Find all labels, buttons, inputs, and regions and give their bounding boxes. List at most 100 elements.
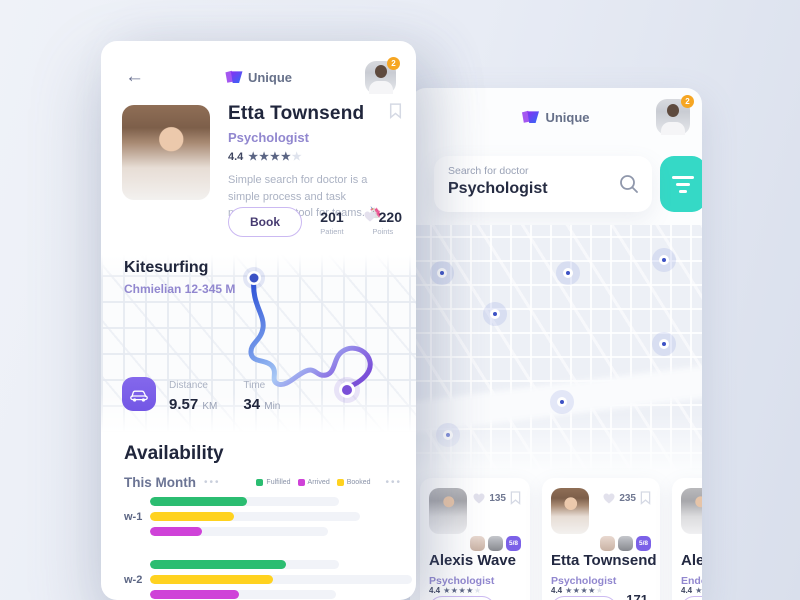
profile-info: Etta Townsend Psychologist 4.4 ★★★★★ Sim… xyxy=(228,103,402,222)
heart-icon xyxy=(473,493,485,503)
legend-item: Arrived xyxy=(297,479,330,486)
map-pin[interactable] xyxy=(489,308,500,319)
bar-fill xyxy=(150,527,203,536)
bar-fill xyxy=(150,512,234,521)
team-avatar xyxy=(488,536,503,551)
doctor-rating: 4.4 ★★★★★ xyxy=(551,585,604,595)
bookmark-icon[interactable] xyxy=(640,491,651,505)
brand-logo: Unique xyxy=(224,70,292,85)
doctor-name: Ale xyxy=(681,552,702,569)
availability-title: Availability xyxy=(124,443,224,464)
filter-icon xyxy=(672,175,694,179)
book-button[interactable] xyxy=(429,596,495,600)
book-button[interactable] xyxy=(681,596,702,600)
doctor-role: Psychologist xyxy=(551,575,617,587)
search-label: Search for doctor xyxy=(448,165,529,177)
legend-dots[interactable]: ••• xyxy=(385,477,402,488)
trip-stats: Distance 9.57 KM Time 34 Min xyxy=(122,375,293,413)
chart-legend: Fulfilled Arrived Booked ••• xyxy=(256,477,402,488)
route-map[interactable] xyxy=(101,255,416,433)
bookmark-icon[interactable] xyxy=(510,491,521,505)
availability-subheader: This Month ••• Fulfilled Arrived Booked … xyxy=(124,475,402,490)
back-button[interactable]: ← xyxy=(121,64,148,90)
search-input[interactable]: Search for doctor Psychologist xyxy=(434,156,652,212)
book-button[interactable]: Book xyxy=(228,207,302,237)
profile-screen: ← Unique 2 Etta Townsend Psychologist 4.… xyxy=(101,41,416,600)
team-avatars[interactable]: 5/8 xyxy=(600,536,651,551)
car-icon xyxy=(130,390,148,402)
map-pin[interactable] xyxy=(659,255,670,266)
doctor-name: Etta Townsend xyxy=(228,103,365,124)
bookmark-icon[interactable] xyxy=(389,103,402,119)
filter-button[interactable] xyxy=(660,156,702,212)
doctor-role: Psychologist xyxy=(429,575,495,587)
likes-row[interactable]: 235 xyxy=(603,491,651,505)
book-button[interactable] xyxy=(551,596,617,600)
search-icon[interactable] xyxy=(618,173,640,195)
points-stat: 220 Points xyxy=(364,209,402,236)
chart-row: w-1 xyxy=(124,497,412,536)
search-value: Psychologist xyxy=(448,180,548,197)
doctor-name: Etta Townsend xyxy=(551,552,657,569)
distance-stat: Distance 9.57 KM xyxy=(169,380,218,413)
brand-name: Unique xyxy=(545,109,590,125)
bar-fill xyxy=(150,575,274,584)
map-pin[interactable] xyxy=(562,268,573,279)
bar-fill xyxy=(150,560,287,569)
header: ← Unique 2 xyxy=(121,55,400,99)
doctor-photo xyxy=(429,488,467,534)
user-avatar[interactable]: 2 xyxy=(365,56,400,94)
trip-address: Chmielian 12-345 M xyxy=(124,282,236,296)
likes-row[interactable]: 135 xyxy=(473,491,521,505)
more-dots[interactable]: ••• xyxy=(203,477,221,488)
trip-title: Kitesurfing xyxy=(124,259,209,276)
team-avatar xyxy=(618,536,633,551)
patients-stat: 171 xyxy=(626,592,648,600)
chart-row-label: w-2 xyxy=(124,573,143,586)
map-pins xyxy=(410,225,702,478)
doctor-results: 135 5/8 Alexis Wave Psychologist 4.4 ★★★… xyxy=(410,478,702,600)
heart-icon xyxy=(603,493,615,503)
search-row: Search for doctor Psychologist xyxy=(434,156,702,212)
period-label: This Month xyxy=(124,475,196,490)
map-pin[interactable] xyxy=(659,338,670,349)
bar-track xyxy=(150,527,329,536)
heart-icon xyxy=(364,211,376,222)
legend-item: Fulfilled xyxy=(256,479,291,486)
doctor-rating: 4.4 ★★★★★ xyxy=(228,150,303,163)
doctor-rating: 4.4 ★★★★★ xyxy=(681,586,702,595)
doctor-name: Alexis Wave xyxy=(429,552,516,569)
notification-badge: 2 xyxy=(681,95,694,108)
team-count-badge: 5/8 xyxy=(506,536,521,551)
doctor-card[interactable]: Ale Endo 4.4 ★★★★★ xyxy=(672,478,702,600)
user-avatar[interactable]: 2 xyxy=(656,95,694,135)
map[interactable] xyxy=(410,225,702,478)
chart-row: w-2 xyxy=(124,560,412,599)
doctor-role: Psychologist xyxy=(228,130,309,145)
patients-stat: 201 Patient xyxy=(320,208,344,236)
map-pin[interactable] xyxy=(556,397,567,408)
team-avatar xyxy=(470,536,485,551)
team-avatars[interactable]: 5/8 xyxy=(470,536,521,551)
bar-track xyxy=(150,590,337,599)
likes-count: 135 xyxy=(489,492,506,504)
search-screen: Unique 2 Search for doctor Psychologist xyxy=(410,88,702,600)
doctor-card[interactable]: 135 5/8 Alexis Wave Psychologist 4.4 ★★★… xyxy=(420,478,530,600)
car-button[interactable] xyxy=(122,377,156,411)
doctor-card[interactable]: 235 5/8 Etta Townsend Psychologist 4.4 ★… xyxy=(542,478,660,600)
profile-photo xyxy=(122,105,210,200)
availability-chart: w-1 w-2 xyxy=(124,497,412,600)
rating-stars: ★★★★★ xyxy=(443,585,482,595)
doctor-role: Endo xyxy=(681,575,702,587)
rating-stars: ★★★★★ xyxy=(695,585,702,595)
map-pin[interactable] xyxy=(437,268,448,279)
bar-track xyxy=(150,497,339,506)
brand-logo-icon xyxy=(522,110,540,123)
doctor-photo xyxy=(681,488,702,534)
actions-row: Book 201 Patient 220 Points xyxy=(228,207,402,237)
notification-badge: 2 xyxy=(387,56,400,70)
header: Unique 2 xyxy=(410,88,702,146)
map-pin[interactable] xyxy=(442,429,453,440)
team-count-badge: 5/8 xyxy=(636,536,651,551)
bar-fill xyxy=(150,590,240,599)
